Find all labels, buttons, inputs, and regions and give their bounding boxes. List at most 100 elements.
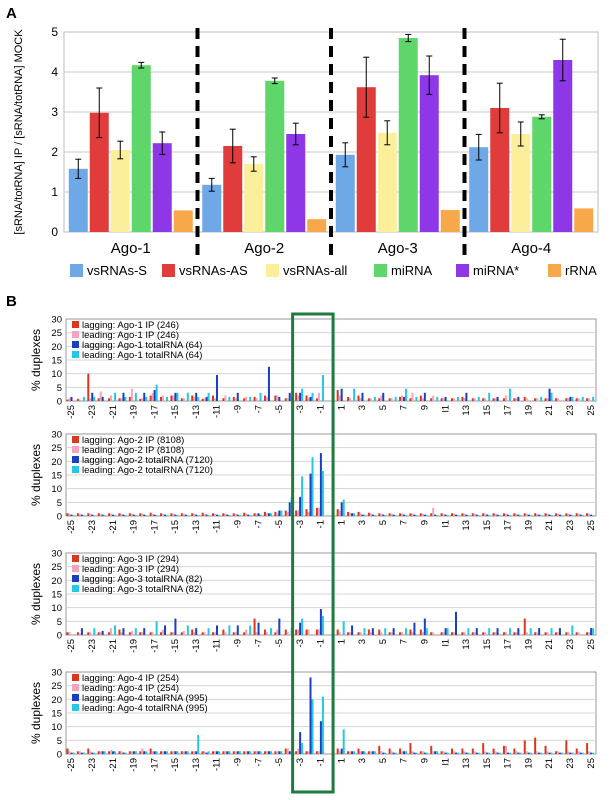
- duplex-bar: [517, 752, 520, 754]
- x-tick-label: 25: [586, 758, 597, 769]
- duplex-bar: [280, 510, 283, 516]
- duplex-bar: [384, 515, 387, 516]
- x-tick-label: 7: [399, 520, 410, 525]
- duplex-bar: [191, 513, 194, 516]
- duplex-bar: [257, 513, 260, 516]
- duplex-bar: [536, 513, 539, 516]
- duplex-bar: [336, 390, 339, 401]
- duplex-bar: [401, 751, 404, 754]
- duplex-bar: [569, 514, 572, 516]
- x-tick-label: -17: [149, 758, 160, 772]
- x-tick-label: -25: [66, 520, 77, 534]
- duplex-bar: [124, 752, 127, 754]
- duplex-bar: [544, 513, 547, 516]
- duplex-bar: [523, 740, 526, 754]
- duplex-bar: [451, 513, 454, 516]
- duplex-bar: [461, 513, 464, 516]
- duplex-bar: [367, 512, 370, 516]
- duplex-bar: [211, 513, 214, 516]
- duplex-bar: [554, 632, 557, 635]
- duplex-bar: [110, 749, 113, 754]
- duplex-bar: [284, 398, 287, 401]
- duplex-bar: [579, 514, 582, 516]
- duplex-bar: [380, 395, 383, 401]
- duplex-bar: [515, 398, 518, 401]
- y-tick-label: 5: [51, 25, 58, 39]
- bar-vsrnas-as-ago-3: [356, 87, 376, 232]
- duplex-bar: [87, 373, 90, 401]
- duplex-bar: [91, 392, 94, 401]
- duplex-bar: [286, 398, 289, 401]
- y-tick-label: 3: [51, 105, 58, 119]
- x-tick-label: 5: [378, 639, 389, 644]
- duplex-bar: [197, 515, 200, 516]
- duplex-bar: [201, 632, 204, 635]
- x-tick-label: -11: [212, 405, 223, 418]
- x-tick-label: 3: [357, 405, 368, 410]
- category-label: Ago-4: [511, 240, 551, 257]
- duplex-bar: [496, 396, 499, 401]
- duplex-bar: [286, 632, 289, 635]
- legend-swatch: [72, 694, 79, 701]
- duplex-bar: [97, 632, 100, 635]
- duplex-bar: [473, 398, 476, 401]
- duplex-bar: [463, 398, 466, 401]
- duplex-bar: [517, 628, 520, 635]
- bar-rrna-ago-3: [440, 210, 460, 232]
- duplex-bar: [132, 514, 135, 516]
- duplex-bar: [436, 396, 439, 401]
- duplex-bar: [453, 398, 456, 401]
- duplex-bar: [284, 510, 287, 516]
- y-tick-label: 10: [51, 484, 62, 495]
- duplex-bar: [492, 748, 495, 754]
- duplex-bar: [399, 632, 402, 635]
- duplex-bar: [180, 632, 183, 635]
- duplex-bar: [155, 384, 158, 401]
- duplex-bar: [560, 515, 563, 516]
- duplex-bar: [222, 398, 225, 401]
- error-bar: [384, 120, 391, 146]
- duplex-bar: [388, 398, 391, 401]
- duplex-bar: [299, 392, 302, 401]
- duplex-bar: [276, 629, 279, 635]
- error-bar: [229, 128, 236, 164]
- duplex-bar: [351, 625, 354, 635]
- x-tick-label: 15: [482, 520, 493, 531]
- duplex-bar: [311, 392, 314, 401]
- duplex-bar: [371, 628, 374, 635]
- error-bar: [159, 131, 166, 155]
- duplex-bar: [534, 632, 537, 635]
- error-bar: [538, 114, 545, 120]
- x-tick-label: 1: [336, 520, 347, 525]
- duplex-bar: [349, 751, 352, 754]
- bar-vsrnas-s-ago-4: [469, 147, 489, 232]
- x-tick-label: -1: [316, 758, 327, 766]
- x-tick-label: -25: [66, 639, 77, 653]
- legend-swatch: [266, 264, 279, 277]
- x-tick-label: 7: [399, 639, 410, 644]
- duplex-bar: [409, 398, 412, 401]
- duplex-bar: [205, 752, 208, 754]
- y-tick-label: 25: [51, 328, 62, 339]
- duplex-bar: [151, 513, 154, 516]
- duplex-bar: [588, 632, 591, 635]
- duplex-bar: [134, 392, 137, 401]
- duplex-bar: [492, 398, 495, 401]
- duplex-bar: [388, 748, 391, 754]
- duplex-bar: [453, 632, 456, 635]
- duplex-bar: [288, 502, 291, 516]
- duplex-bar: [91, 752, 94, 754]
- duplex-bar: [217, 515, 220, 516]
- x-tick-label: -15: [170, 639, 181, 653]
- x-tick-label: 13: [461, 405, 472, 416]
- duplex-bar: [309, 677, 312, 754]
- x-tick-label: 21: [544, 405, 555, 416]
- duplex-bar: [409, 513, 412, 516]
- x-tick-label: -3: [295, 639, 306, 647]
- duplex-bar: [506, 752, 509, 754]
- duplex-bar: [515, 513, 518, 516]
- duplex-bar: [78, 633, 81, 635]
- duplex-bar: [390, 751, 393, 754]
- duplex-bar: [114, 392, 117, 401]
- duplex-bar: [548, 388, 551, 401]
